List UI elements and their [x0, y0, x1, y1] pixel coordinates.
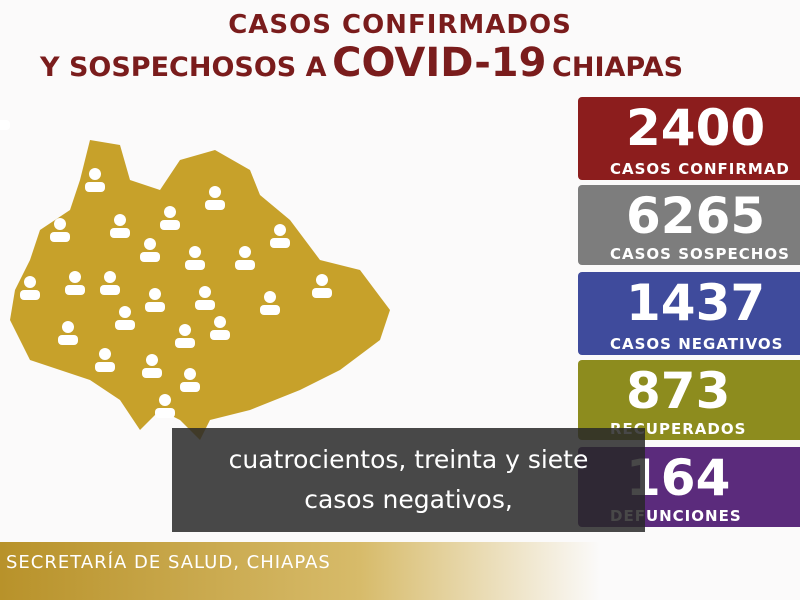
subtitle-line: casos negativos,	[304, 485, 513, 514]
icons	[0, 120, 332, 418]
stat-card: 873 RECUPERADOS	[578, 360, 800, 440]
stat-value: 6265	[626, 187, 766, 245]
title-part: CHIAPAS	[552, 52, 684, 83]
stat-card: 2400 CASOS CONFIRMAD	[578, 97, 800, 180]
stat-value: 1437	[626, 274, 766, 332]
title-line2: Y SOSPECHOSOS A COVID-19 CHIAPAS	[40, 40, 683, 86]
subtitle: cuatrocientos, treinta y siete casos neg…	[172, 428, 645, 532]
stat-card: 6265 CASOS SOSPECHOS	[578, 185, 800, 265]
subtitle-line: cuatrocientos, treinta y siete	[228, 445, 589, 474]
stat-label: CASOS NEGATIVOS	[610, 335, 784, 353]
title-line1: CASOS CONFIRMADOS	[228, 10, 572, 40]
title-part: COVID-19	[332, 40, 547, 86]
stat-label: CASOS SOSPECHOS	[610, 245, 790, 263]
stat-label: CASOS CONFIRMAD	[610, 160, 790, 178]
stat-value: 2400	[626, 99, 766, 157]
map	[0, 120, 390, 440]
footer-band: SECRETARÍA DE SALUD, CHIAPAS	[0, 542, 800, 600]
stat-card: 1437 CASOS NEGATIVOS	[578, 272, 800, 355]
stat-value: 873	[626, 362, 731, 420]
footer-text: SECRETARÍA DE SALUD, CHIAPAS	[6, 552, 331, 573]
title-part: Y SOSPECHOSOS A	[40, 52, 327, 83]
